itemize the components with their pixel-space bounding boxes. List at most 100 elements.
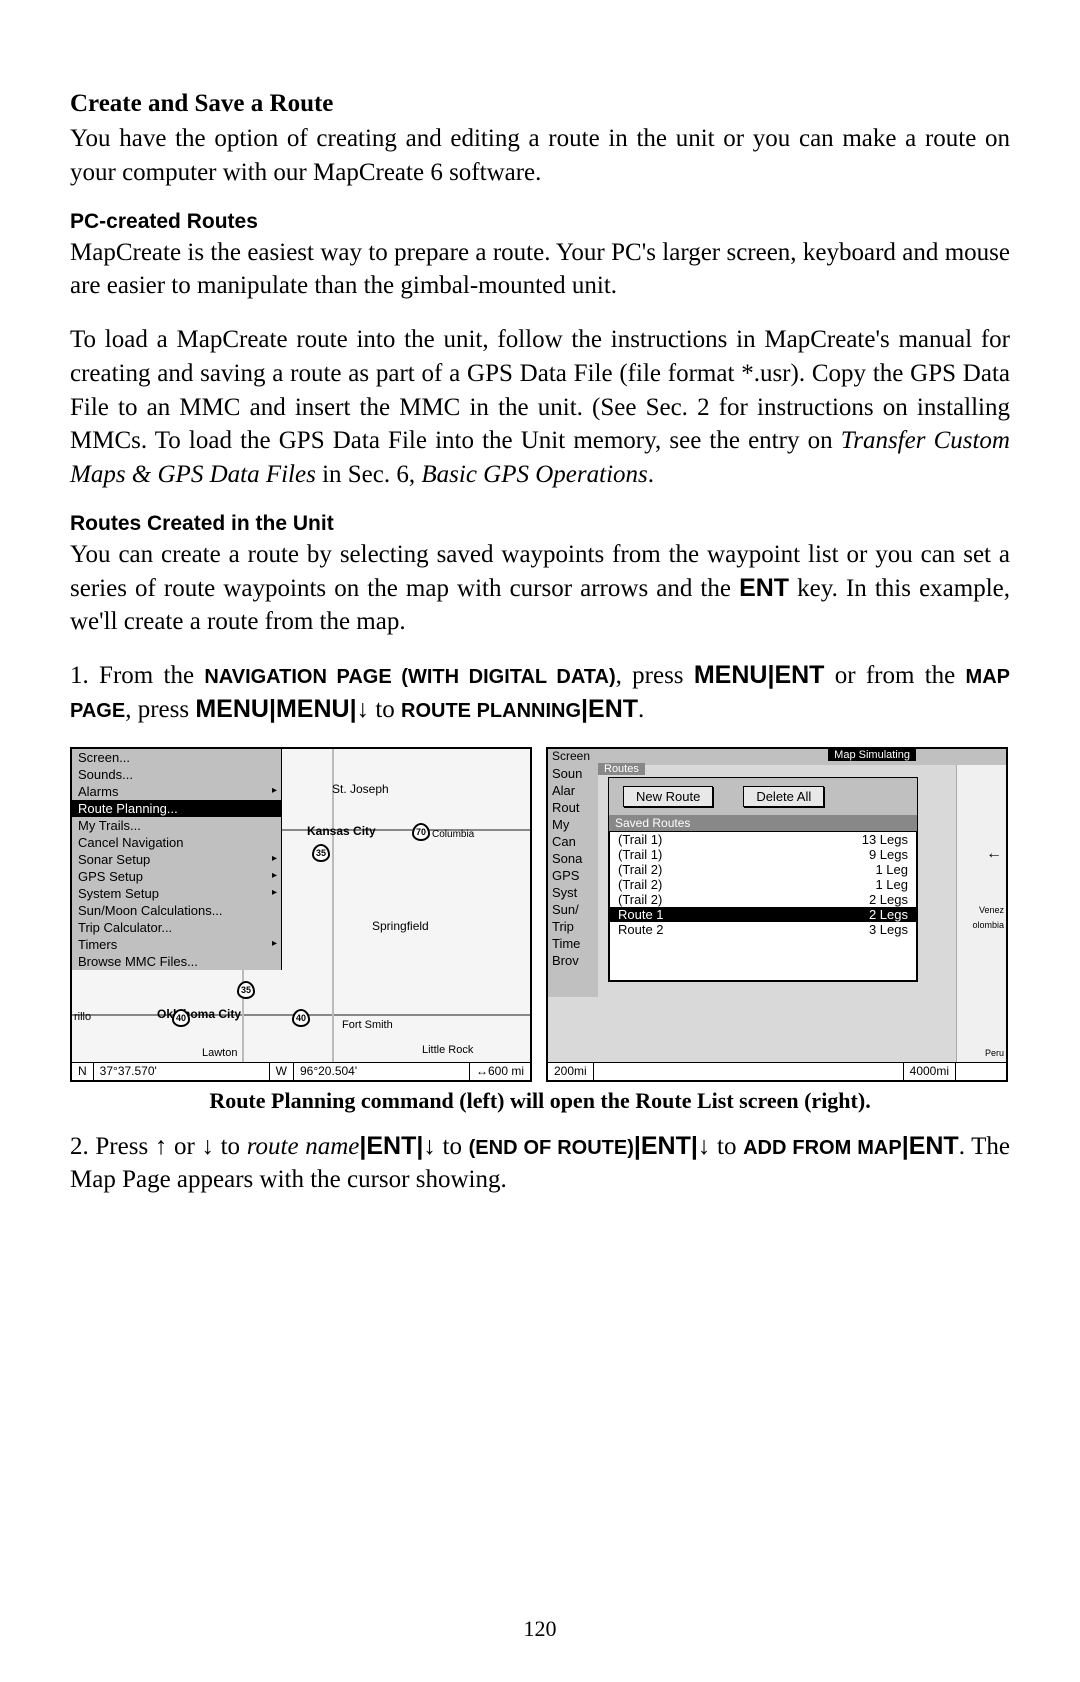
menu-item[interactable]: GPS Setup▸: [72, 868, 281, 885]
pipe: |: [581, 695, 588, 723]
route-legs: 2 Legs: [869, 907, 908, 922]
right-status-bar: 200mi 4000mi: [548, 1062, 1006, 1080]
route-row[interactable]: (Trail 2) 1 Leg: [610, 862, 916, 877]
menu-item[interactable]: Sun/Moon Calculations...: [72, 902, 281, 919]
route-row[interactable]: (Trail 1)13 Legs: [610, 832, 916, 847]
pipe: |: [691, 1132, 698, 1160]
map-label-columbia: Columbia: [432, 829, 474, 840]
menu-sliver-item: Sona: [548, 850, 598, 867]
menu-item[interactable]: My Trails...: [72, 817, 281, 834]
route-name: Route 1: [618, 907, 664, 922]
key-menu: MENU: [276, 695, 350, 723]
figure-caption: Route Planning command (left) will open …: [70, 1088, 1010, 1114]
text-run: .: [638, 696, 644, 723]
key-ent: ENT: [588, 695, 638, 723]
route-row[interactable]: Route 2 3 Legs: [610, 922, 916, 937]
menu-item[interactable]: Screen...: [72, 749, 281, 766]
menu-sliver-item: GPS: [548, 867, 598, 884]
route-legs: 1 Leg: [875, 862, 908, 877]
new-route-button[interactable]: New Route: [623, 786, 713, 807]
right-menu-sliver: SounAlarRoutMyCanSonaGPSSystSun/TripTime…: [548, 765, 598, 997]
status-right-scale: 4000mi: [903, 1063, 956, 1080]
menu-item[interactable]: Cancel Navigation: [72, 834, 281, 851]
route-name: Route 2: [618, 922, 664, 937]
hwy-shield-icon: 35: [237, 981, 255, 999]
route-row[interactable]: (Trail 2)2 Legs: [610, 892, 916, 907]
intro-paragraph: You have the option of creating and edit…: [70, 122, 1010, 190]
map-label-springfield: Springfield: [372, 919, 429, 933]
menu-sliver-item: Time: [548, 935, 598, 952]
menu-item[interactable]: Trip Calculator...: [72, 919, 281, 936]
delete-all-button[interactable]: Delete All: [743, 786, 824, 807]
route-name: (Trail 1): [618, 847, 662, 862]
pc-paragraph-1: MapCreate is the easiest way to prepare …: [70, 236, 1010, 304]
text-run: .: [648, 461, 654, 488]
route-row[interactable]: Route 1 2 Legs: [610, 907, 916, 922]
smallcaps-routeplanning: ROUTE PLANNING: [401, 700, 581, 722]
subheading-unit-routes: Routes Created in the Unit: [70, 512, 1010, 536]
status-bar: N 37°37.570' W 96°20.504' ↔ 600 mi: [72, 1062, 530, 1080]
route-legs: 1 Leg: [875, 877, 908, 892]
menu-item[interactable]: Sounds...: [72, 766, 281, 783]
smallcaps-nav: NAVIGATION PAGE (WITH DIGITAL DATA): [204, 666, 615, 688]
status-left-scale: 200mi: [548, 1063, 594, 1080]
map-label-littlerock: Little Rock: [422, 1044, 473, 1056]
map-label-venez: Venez: [979, 905, 1004, 915]
submenu-arrow-icon: ▸: [272, 887, 277, 898]
menu-sliver-item: Can: [548, 833, 598, 850]
status-w: W: [270, 1063, 294, 1080]
status-lon: 96°20.504': [294, 1063, 470, 1080]
screenshot-left: St. Joseph Kansas City Columbia Springfi…: [70, 747, 532, 1082]
route-legs: 9 Legs: [869, 847, 908, 862]
menu-item[interactable]: Route Planning...: [72, 800, 281, 817]
text-italic: Basic GPS Operations: [421, 461, 647, 488]
hwy-shield-icon: 40: [172, 1009, 190, 1027]
menu-sliver-item: Brov: [548, 952, 598, 969]
unit-paragraph-1: You can create a route by selecting save…: [70, 538, 1010, 639]
text-run: ↓ to: [698, 1133, 743, 1160]
menu-item[interactable]: Alarms▸: [72, 783, 281, 800]
route-legs: 3 Legs: [869, 922, 908, 937]
map-label-olombia: olombia: [972, 920, 1004, 930]
route-legs: 2 Legs: [869, 892, 908, 907]
step-2: 2. Press ↑ or ↓ to route name|ENT|↓ to (…: [70, 1130, 1010, 1198]
route-row[interactable]: (Trail 2) 1 Leg: [610, 877, 916, 892]
menu-sliver-item: Sun/: [548, 901, 598, 918]
map-label-fortsmith: Fort Smith: [342, 1019, 393, 1031]
right-map-sliver: Venez olombia Peru ←: [956, 765, 1006, 1062]
screenshot-right: Screen Map Simulating SounAlarRoutMyCanS…: [546, 747, 1008, 1082]
menu-panel: Screen...Sounds...Alarms▸Route Planning.…: [72, 749, 282, 970]
smallcaps-afm: ADD FROM MAP: [743, 1137, 902, 1159]
menu-sliver-item: Alar: [548, 782, 598, 799]
route-name: (Trail 2): [618, 862, 662, 877]
key-ent: ENT: [909, 1132, 959, 1160]
hwy-shield-icon: 35: [312, 844, 330, 862]
submenu-arrow-icon: ▸: [272, 853, 277, 864]
key-ent: ENT: [774, 661, 824, 689]
key-ent: ENT: [366, 1132, 416, 1160]
pipe: |: [902, 1132, 909, 1160]
map-label-rillo: rillo: [74, 1011, 91, 1023]
heading-create-save-route: Create and Save a Route: [70, 90, 1010, 118]
map-label-okc: Oklahoma City: [157, 1007, 241, 1021]
step-1: 1. From the NAVIGATION PAGE (WITH DIGITA…: [70, 659, 1010, 727]
menu-item[interactable]: Timers▸: [72, 936, 281, 953]
map-label-lawton: Lawton: [202, 1047, 237, 1059]
map-label-stjoseph: St. Joseph: [332, 782, 389, 796]
text-run: in Sec. 6,: [316, 461, 422, 488]
key-menu: MENU: [195, 695, 269, 723]
page-number: 120: [0, 1616, 1080, 1642]
pipe: |: [269, 695, 276, 723]
menu-item[interactable]: Sonar Setup▸: [72, 851, 281, 868]
figure-row: St. Joseph Kansas City Columbia Springfi…: [70, 747, 1010, 1082]
route-name: (Trail 2): [618, 877, 662, 892]
menu-item[interactable]: System Setup▸: [72, 885, 281, 902]
route-row[interactable]: (Trail 1) 9 Legs: [610, 847, 916, 862]
menu-sliver-item: Rout: [548, 799, 598, 816]
down-arrow-icon: ↓: [357, 696, 370, 723]
hwy-shield-icon: 40: [292, 1009, 310, 1027]
menu-item[interactable]: Browse MMC Files...: [72, 953, 281, 970]
saved-routes-header: Saved Routes: [609, 815, 917, 831]
menu-sliver-item: Soun: [548, 765, 598, 782]
scale-value: 600 mi: [488, 1064, 524, 1078]
